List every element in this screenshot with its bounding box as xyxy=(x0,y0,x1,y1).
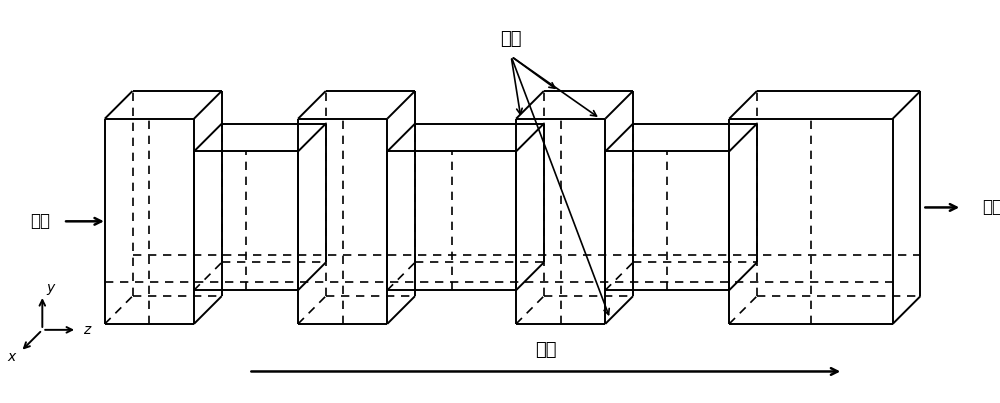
Text: 入口: 入口 xyxy=(30,212,50,231)
Text: 出口: 出口 xyxy=(982,198,1000,216)
Text: x: x xyxy=(7,350,16,364)
Text: y: y xyxy=(46,281,54,295)
Text: 流动: 流动 xyxy=(535,341,557,359)
Text: 壁面: 壁面 xyxy=(500,31,522,48)
Text: z: z xyxy=(83,323,91,337)
